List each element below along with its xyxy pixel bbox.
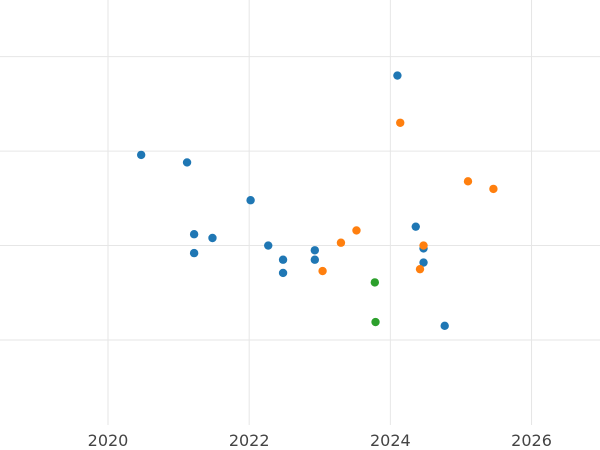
x-axis-tick-labels: 2020 2022 2024 2026 [88,431,552,450]
data-point [371,317,380,327]
y-gridlines [0,56,600,341]
data-point [246,196,255,205]
data-point [189,230,199,239]
data-point [318,266,327,276]
data-points [136,71,498,331]
data-point [463,177,473,186]
data-point [415,264,425,274]
data-point [136,150,146,160]
data-point [411,222,420,231]
data-point [208,233,217,243]
data-point [396,118,405,127]
data-point [352,226,361,235]
x-tick-label: 2026 [511,431,552,450]
data-point [419,258,428,267]
data-point [419,241,428,250]
data-point [370,278,380,287]
x-gridlines [107,0,533,425]
data-point [278,255,288,264]
data-point [182,158,192,167]
x-tick-label: 2022 [229,431,270,450]
data-point [440,321,449,331]
x-tick-label: 2024 [370,431,411,450]
data-point [489,184,498,194]
data-point [264,241,273,250]
data-point [189,248,199,258]
data-point [336,238,346,247]
data-point [393,71,402,80]
x-tick-label: 2020 [88,431,129,450]
data-point [310,255,320,264]
data-point [310,246,320,255]
data-point [278,268,288,278]
